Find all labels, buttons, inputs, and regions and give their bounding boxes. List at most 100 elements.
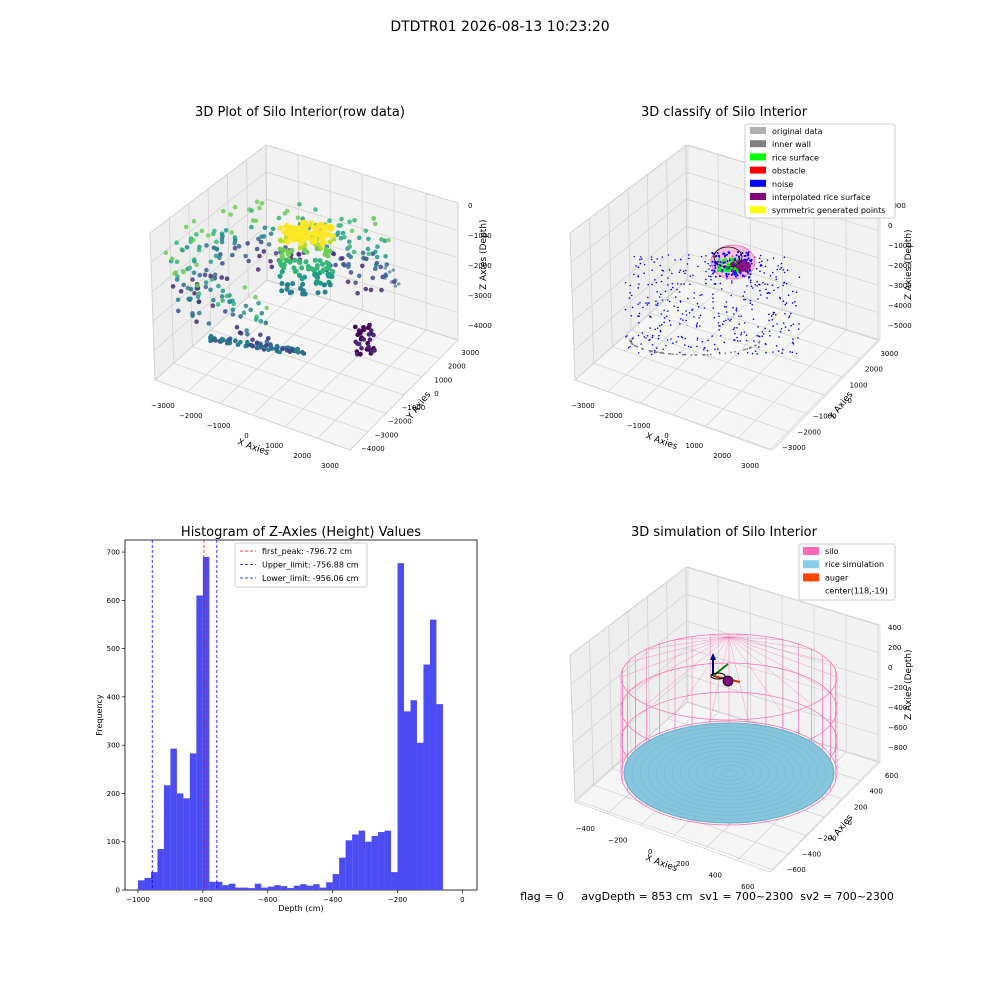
raw-point: [186, 296, 191, 302]
inner-wall-point: [724, 352, 727, 355]
inner-wall-point: [746, 348, 749, 350]
rice-surface-point: [718, 268, 721, 271]
y-tick-label: −3000: [782, 444, 806, 452]
noise-point: [778, 336, 780, 338]
noise-point: [772, 325, 774, 327]
panel-classify-title: 3D classify of Silo Interior: [641, 105, 808, 120]
rice-surface-point: [717, 264, 720, 268]
inner-wall-point: [648, 349, 651, 352]
noise-point: [672, 342, 674, 344]
noise-point: [722, 323, 724, 326]
legend-swatch: [750, 140, 766, 148]
raw-point: [217, 255, 222, 261]
status-line: flag = 0 avgDepth = 853 cm sv1 = 700~230…: [520, 890, 894, 903]
noise-point: [730, 274, 733, 276]
y-tick-label: 0: [434, 390, 438, 398]
raw-point: [364, 256, 369, 262]
panel-classify-ticks: −3000 −2000 −1000 0 1000 2000 3000 −3000 −2000 −1…: [571, 202, 912, 470]
noise-point: [637, 266, 640, 269]
raw-point: [373, 249, 378, 255]
rice-mesh-ring: [640, 730, 819, 816]
x-tick-label: −1000: [627, 422, 651, 430]
y-tick-label: −2000: [388, 418, 412, 426]
noise-point: [712, 301, 714, 303]
raw-point: [329, 233, 335, 239]
noise-point: [684, 272, 686, 275]
noise-point: [682, 319, 684, 321]
noise-point: [747, 251, 750, 254]
inner-wall-point: [635, 345, 637, 348]
raw-point: [384, 262, 390, 267]
raw-point: [301, 219, 308, 226]
raw-point: [234, 324, 240, 330]
noise-point: [643, 336, 646, 338]
noise-point: [749, 259, 751, 262]
raw-point: [172, 271, 177, 276]
rice-surface-point: [717, 270, 720, 273]
noise-point: [624, 282, 627, 284]
legend-label: symmetric generated points: [772, 206, 885, 215]
noise-point: [779, 268, 781, 271]
noise-point: [790, 312, 792, 315]
noise-point: [736, 274, 739, 277]
y-tick-label: 3000: [461, 349, 479, 357]
legend-label: first_peak: -796.72 cm: [262, 547, 352, 556]
noise-point: [738, 323, 740, 326]
noise-point: [673, 305, 675, 308]
noise-point: [780, 266, 783, 269]
noise-point: [718, 329, 720, 331]
raw-point: [256, 301, 261, 306]
raw-point: [297, 202, 302, 207]
noise-point: [784, 326, 787, 329]
raw-point: [301, 351, 307, 356]
raw-point: [269, 346, 275, 351]
y-tick-label: −2000: [797, 428, 821, 436]
rice-mesh-ring: [631, 726, 827, 820]
noise-point: [709, 265, 711, 267]
raw-point: [319, 240, 326, 247]
noise-point: [759, 294, 762, 296]
noise-point: [713, 283, 715, 285]
panel-raw-xlabel: X Axies: [236, 437, 271, 458]
noise-point: [717, 322, 720, 324]
noise-point: [782, 269, 785, 271]
rice-surface-point: [736, 270, 739, 273]
raw-point: [175, 297, 181, 303]
noise-point: [679, 318, 682, 320]
raw-point: [246, 258, 251, 264]
raw-point: [367, 337, 373, 342]
noise-point: [655, 300, 657, 302]
noise-point: [711, 260, 714, 263]
raw-point: [277, 273, 283, 279]
raw-point: [322, 252, 328, 257]
noise-point: [642, 306, 644, 309]
z-tick-label: −200: [888, 684, 907, 692]
histogram-bar: [183, 798, 190, 890]
z-tick-label: −800: [888, 744, 907, 752]
histogram-ticks: −1000 −800 −600 −400 −200 0 0 100 200 300 400 500 60…: [107, 549, 465, 904]
rice-surface-point: [723, 268, 726, 271]
histogram-bar: [215, 881, 223, 890]
raw-point: [241, 310, 247, 316]
noise-point: [741, 252, 744, 254]
raw-point: [279, 251, 285, 257]
noise-point: [754, 350, 757, 353]
noise-point: [769, 335, 771, 337]
noise-point: [716, 252, 719, 254]
figure-suptitle: DTDTR01 2026-08-13 10:23:20: [390, 19, 609, 35]
noise-point: [659, 329, 662, 332]
noise-point: [712, 252, 715, 255]
noise-point: [667, 299, 669, 301]
raw-point: [292, 231, 299, 238]
raw-point: [320, 227, 328, 235]
noise-point: [764, 283, 766, 285]
x-tick-label: −400: [323, 896, 342, 904]
noise-point: [686, 263, 689, 265]
noise-point: [761, 331, 764, 333]
raw-point: [174, 259, 180, 265]
raw-point: [178, 289, 184, 294]
raw-point: [190, 277, 195, 282]
noise-point: [641, 332, 644, 334]
noise-point: [663, 317, 666, 319]
